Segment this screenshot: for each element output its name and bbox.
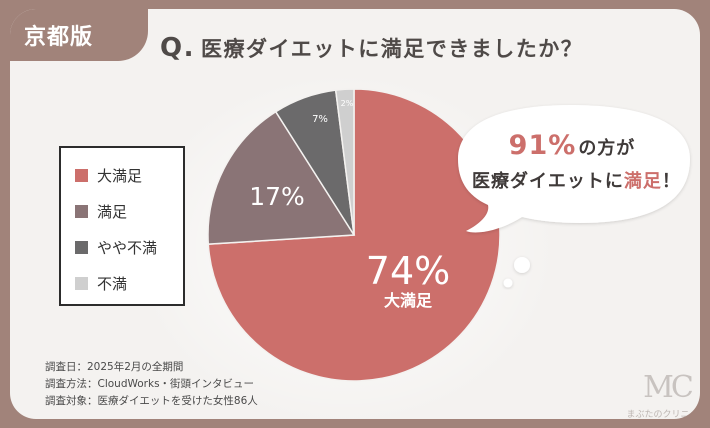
bubble-dot-large (514, 257, 530, 273)
region-badge-label: 京都版 (24, 25, 94, 50)
callout-line2-post: ！ (661, 171, 681, 192)
callout-line2-pre: 医療ダイエットに (472, 171, 624, 192)
legend-item-manzoku: 満足 (75, 200, 127, 222)
bubble-dot-small (503, 278, 513, 288)
logo-mark: MC (643, 370, 694, 405)
question-text: 医療ダイエットに満足できましたか？ (200, 37, 584, 61)
callout-line2: 医療ダイエットに満足！ (472, 167, 680, 193)
callout-line1: 91% の方が (472, 130, 672, 161)
data-label-yayafuman: 7% (312, 114, 328, 125)
legend-swatch (75, 204, 88, 218)
slice-name-daimanzoku: 大満足 (384, 291, 433, 310)
callout-line1-rest: の方が (578, 138, 636, 159)
question-prefix: Q. (160, 33, 195, 63)
legend-swatch (75, 240, 88, 254)
chart-legend: 大満足 満足 やや不満 不満 (59, 146, 185, 306)
pie-slices (207, 88, 501, 382)
pie-slice-manzoku (207, 110, 356, 245)
clinic-logo: MC まぶたのクリニック (622, 370, 700, 420)
legend-label: 大満足 (97, 166, 143, 185)
legend-item-yayafuman: やや不満 (75, 236, 157, 258)
legend-swatch (75, 168, 88, 182)
data-label-daimanzoku: 74% (366, 249, 450, 293)
pie-labels: 74% 大満足 17% 7% 2% (249, 99, 450, 310)
callout-text: 91% の方が 医療ダイエットに満足！ (472, 130, 680, 193)
legend-label: 不満 (97, 274, 128, 293)
card: 京都版 Q. 医療ダイエットに満足できましたか？ 大満足 満足 やや不満 不満 (10, 9, 700, 419)
survey-notes: 調査日：2025年2月の全期間 調査方法：CloudWorks・街頭インタビュー… (45, 359, 258, 410)
bubble-shape (458, 105, 690, 233)
legend-item-daimanzoku: 大満足 (75, 164, 142, 186)
region-badge: 京都版 (10, 9, 148, 61)
chart-title: Q. 医療ダイエットに満足できましたか？ (160, 33, 583, 63)
pie-chart: 74% 大満足 17% 7% 2% (207, 88, 690, 382)
data-label-fuman: 2% (341, 99, 354, 108)
logo-name: まぶたのクリニック (626, 410, 700, 419)
legend-label: やや不満 (97, 238, 158, 257)
callout-percent: 91% (508, 130, 577, 161)
survey-note: 調査日：2025年2月の全期間 (45, 361, 184, 373)
legend-item-fuman: 不満 (75, 272, 127, 294)
pie-slice-fuman (334, 88, 355, 236)
data-label-manzoku: 17% (249, 182, 305, 211)
legend-swatch (75, 276, 88, 290)
speech-bubble (458, 105, 690, 288)
survey-note: 調査方法：CloudWorks・街頭インタビュー (45, 378, 255, 390)
legend-label: 満足 (97, 202, 128, 221)
callout-highlight: 満足 (623, 171, 662, 192)
survey-note: 調査対象：医療ダイエットを受けた女性86人 (45, 395, 258, 407)
